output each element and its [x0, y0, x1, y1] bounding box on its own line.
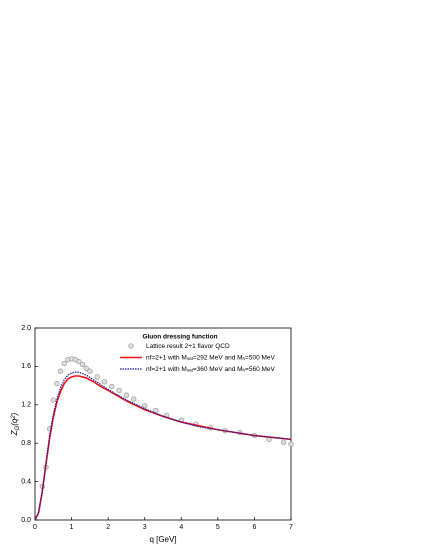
- y-label-part: Z: [10, 429, 19, 436]
- legend-label-part: =360 MeV and M: [193, 366, 243, 373]
- legend-marker: [128, 343, 134, 349]
- x-tick-label: 3: [143, 524, 147, 531]
- legend-label-part: sat: [187, 368, 194, 373]
- data-point: [131, 396, 137, 402]
- data-line: [34, 375, 292, 521]
- y-axis-label: ZG(q2): [10, 412, 20, 436]
- data-point: [83, 365, 89, 371]
- plot-frame: [34, 327, 292, 521]
- data-point: [281, 439, 287, 445]
- data-point: [288, 441, 294, 447]
- data-point: [57, 368, 64, 374]
- data-point: [54, 381, 60, 387]
- legend-label-part: nf=2+1 with M: [146, 354, 187, 361]
- x-tick-label: 0: [33, 524, 37, 531]
- data-point: [79, 361, 86, 368]
- legend-label-part: Lattice result 2+1 flavor QCD: [146, 343, 230, 350]
- x-tick-label: 1: [70, 524, 74, 531]
- y-label-part: 2: [11, 415, 17, 420]
- legend-label-part: h: [243, 356, 246, 361]
- data-point: [116, 387, 122, 394]
- data-point: [50, 397, 56, 403]
- y-tick-label: 0.4: [21, 478, 31, 485]
- x-tick-label: 6: [252, 524, 256, 531]
- legend-label-part: sat: [187, 356, 194, 361]
- data-point: [61, 360, 67, 367]
- legend-label: Lattice result 2+1 flavor QCD: [146, 343, 230, 350]
- data-point: [101, 379, 108, 385]
- x-axis-label: q [GeV]: [149, 535, 176, 544]
- x-tick-label: 4: [179, 524, 183, 531]
- data-point: [142, 403, 148, 409]
- y-tick-label: 0.0: [21, 517, 31, 524]
- y-tick-label: 1.2: [21, 402, 31, 409]
- y-tick-label: 1.6: [21, 363, 31, 370]
- x-tick-label: 7: [289, 524, 293, 531]
- y-label-part: ): [10, 412, 19, 416]
- legend-label-part: =560 MeV: [245, 366, 275, 373]
- data-point: [87, 368, 93, 374]
- data-line: [34, 371, 292, 521]
- y-tick-label: 0.8: [21, 440, 31, 447]
- data-point: [76, 358, 82, 365]
- legend-title: Gluon dressing function: [142, 334, 217, 341]
- legend-label-part: h: [243, 368, 246, 373]
- legend-label: nf=2+1 with Msat=292 MeV and Mh=500 MeV: [146, 354, 276, 361]
- legend-label-part: nf=2+1 with M: [146, 366, 187, 373]
- data-point: [109, 383, 115, 390]
- data-point: [153, 407, 159, 414]
- x-tick-label: 5: [216, 524, 220, 531]
- data-point: [123, 392, 130, 398]
- legend-label: nf=2+1 with Msat=360 MeV and Mh=560 MeV: [146, 366, 276, 373]
- y-label-part: G: [15, 425, 21, 430]
- y-tick-label: 2.0: [21, 325, 31, 332]
- legend-label-part: =500 MeV: [245, 354, 275, 361]
- data-point: [94, 374, 100, 380]
- legend-label-part: =292 MeV and M: [193, 354, 243, 361]
- x-tick-label: 2: [106, 524, 110, 531]
- y-label-part: (q: [10, 418, 19, 426]
